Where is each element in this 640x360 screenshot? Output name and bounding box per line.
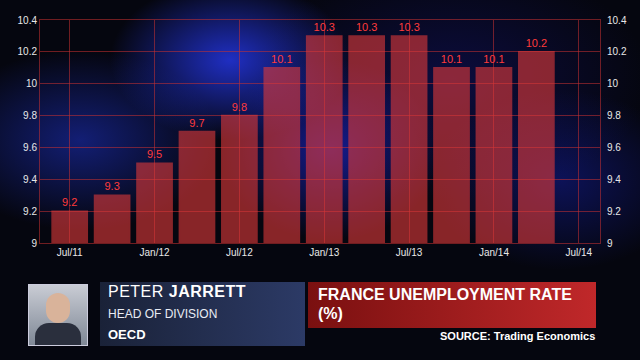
svg-text:Jul/14: Jul/14 [565,247,592,258]
svg-text:10.4: 10.4 [607,15,627,26]
html-text:FRANCE UNEMPLOYMENT RATE (%): FRANCE UNEMPLOYMENT RATE (%) [318,286,572,322]
svg-text:10: 10 [607,78,619,89]
svg-text:Jan/13: Jan/13 [309,247,339,258]
svg-text:9.6: 9.6 [23,142,37,153]
svg-text:9.2: 9.2 [607,206,621,217]
svg-text:9.3: 9.3 [104,180,119,192]
svg-text:Jul/11: Jul/11 [57,247,83,258]
svg-text:10.1: 10.1 [271,53,292,65]
svg-text:9.8: 9.8 [607,110,621,121]
svg-text:9.2: 9.2 [62,196,77,208]
svg-text:9: 9 [31,238,37,249]
svg-text:9.2: 9.2 [23,206,37,217]
svg-text:10.3: 10.3 [356,21,377,33]
svg-text:10.1: 10.1 [441,53,462,65]
svg-text:10.3: 10.3 [314,21,335,33]
svg-text:9: 9 [607,238,613,249]
svg-text:10.4: 10.4 [18,15,38,26]
svg-text:Jul/12: Jul/12 [226,247,253,258]
svg-text:Jan/14: Jan/14 [479,247,509,258]
svg-text:9.4: 9.4 [23,174,37,185]
svg-text:10: 10 [26,78,38,89]
svg-text:10.2: 10.2 [526,37,547,49]
html-text:PETER JARRETT: PETER JARRETT [108,283,247,300]
svg-text:9.7: 9.7 [189,117,204,129]
svg-text:Jan/12: Jan/12 [140,247,170,258]
svg-text:10.2: 10.2 [607,46,627,57]
svg-text:Jul/13: Jul/13 [396,247,423,258]
svg-text:9.8: 9.8 [23,110,37,121]
svg-text:9.6: 9.6 [607,142,621,153]
svg-text:10.2: 10.2 [18,46,38,57]
svg-text:9.5: 9.5 [147,148,162,160]
html-text:OECD: OECD [108,327,146,342]
svg-text:9.4: 9.4 [607,174,621,185]
svg-text:10.3: 10.3 [398,21,419,33]
html-text:HEAD OF DIVISION: HEAD OF DIVISION [108,307,218,321]
svg-text:10.1: 10.1 [483,53,504,65]
html-text:SOURCE: Trading Economics: SOURCE: Trading Economics [440,330,596,342]
svg-text:9.8: 9.8 [232,101,247,113]
